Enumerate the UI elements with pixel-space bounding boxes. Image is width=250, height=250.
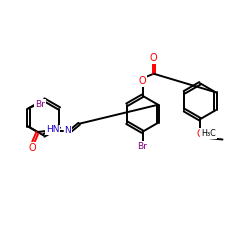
Text: O: O — [29, 142, 36, 152]
Text: O: O — [196, 129, 204, 139]
Text: HN: HN — [46, 126, 60, 134]
Text: Br: Br — [35, 100, 45, 109]
Text: O: O — [150, 53, 158, 63]
Text: N: N — [64, 126, 71, 135]
Text: O: O — [139, 76, 146, 86]
Text: H₃C: H₃C — [201, 129, 216, 138]
Text: Br: Br — [138, 142, 147, 151]
